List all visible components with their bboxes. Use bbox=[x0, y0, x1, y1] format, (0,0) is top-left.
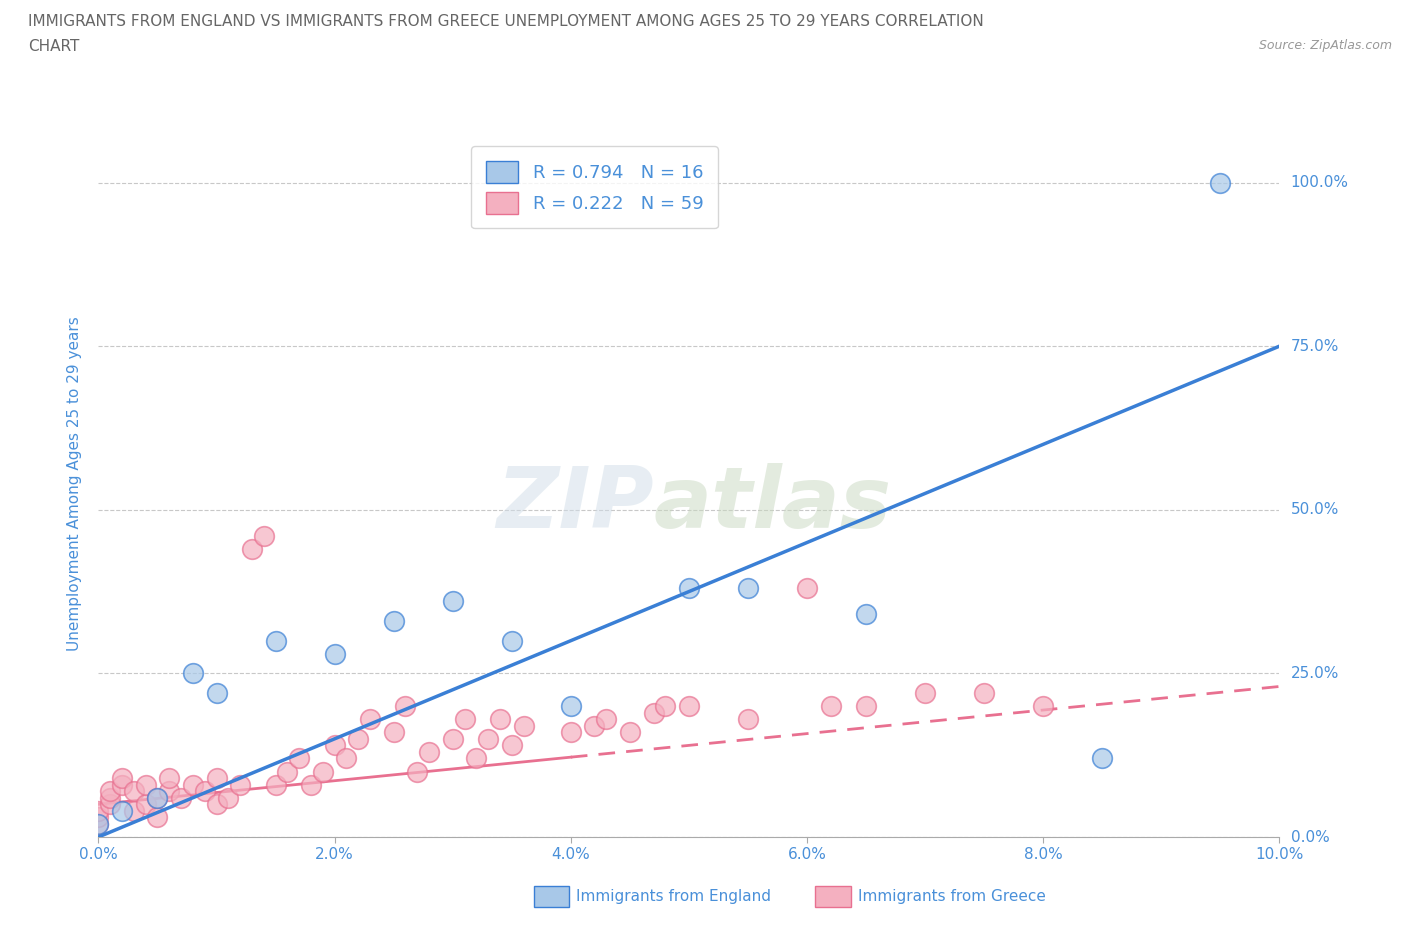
Legend: R = 0.794   N = 16, R = 0.222   N = 59: R = 0.794 N = 16, R = 0.222 N = 59 bbox=[471, 146, 717, 228]
Point bbox=[855, 698, 877, 713]
Point bbox=[855, 607, 877, 622]
Point bbox=[619, 724, 641, 739]
Point bbox=[157, 771, 180, 786]
Point bbox=[583, 718, 606, 733]
Text: ZIP: ZIP bbox=[496, 463, 654, 546]
Point bbox=[98, 797, 121, 812]
Point bbox=[359, 711, 381, 726]
Point bbox=[560, 698, 582, 713]
Point bbox=[1091, 751, 1114, 766]
Text: Immigrants from Greece: Immigrants from Greece bbox=[858, 889, 1046, 904]
Text: atlas: atlas bbox=[654, 463, 891, 546]
Point bbox=[678, 698, 700, 713]
Point bbox=[264, 633, 287, 648]
Point bbox=[654, 698, 676, 713]
Point bbox=[205, 771, 228, 786]
Point bbox=[146, 810, 169, 825]
Point bbox=[477, 731, 499, 746]
Point bbox=[678, 581, 700, 596]
Point bbox=[382, 724, 405, 739]
Point bbox=[87, 804, 110, 818]
Point bbox=[240, 541, 263, 556]
Point bbox=[181, 777, 204, 792]
Point bbox=[323, 737, 346, 752]
Text: IMMIGRANTS FROM ENGLAND VS IMMIGRANTS FROM GREECE UNEMPLOYMENT AMONG AGES 25 TO : IMMIGRANTS FROM ENGLAND VS IMMIGRANTS FR… bbox=[28, 14, 984, 29]
Point bbox=[323, 646, 346, 661]
Text: 25.0%: 25.0% bbox=[1291, 666, 1339, 681]
Point bbox=[335, 751, 357, 766]
Point bbox=[288, 751, 311, 766]
Text: Immigrants from England: Immigrants from England bbox=[576, 889, 772, 904]
Point bbox=[737, 581, 759, 596]
Point bbox=[299, 777, 322, 792]
Point bbox=[181, 666, 204, 681]
Point bbox=[157, 784, 180, 799]
Point bbox=[441, 594, 464, 609]
Point bbox=[122, 784, 145, 799]
Point bbox=[264, 777, 287, 792]
Point bbox=[1209, 175, 1232, 190]
Text: 50.0%: 50.0% bbox=[1291, 502, 1339, 517]
Point bbox=[441, 731, 464, 746]
Point bbox=[146, 790, 169, 805]
Point bbox=[489, 711, 512, 726]
Point bbox=[973, 685, 995, 700]
Point bbox=[205, 685, 228, 700]
Text: 0.0%: 0.0% bbox=[1291, 830, 1329, 844]
Point bbox=[111, 777, 134, 792]
Point bbox=[87, 817, 110, 831]
Point bbox=[312, 764, 335, 779]
Point bbox=[796, 581, 818, 596]
Point bbox=[465, 751, 488, 766]
Point bbox=[382, 614, 405, 629]
Text: 100.0%: 100.0% bbox=[1291, 175, 1348, 190]
Text: Source: ZipAtlas.com: Source: ZipAtlas.com bbox=[1258, 39, 1392, 52]
Point bbox=[453, 711, 475, 726]
Point bbox=[253, 528, 276, 543]
Y-axis label: Unemployment Among Ages 25 to 29 years: Unemployment Among Ages 25 to 29 years bbox=[67, 316, 83, 651]
Point bbox=[560, 724, 582, 739]
Point bbox=[595, 711, 617, 726]
Point bbox=[501, 633, 523, 648]
Point bbox=[87, 810, 110, 825]
Point bbox=[205, 797, 228, 812]
Point bbox=[217, 790, 239, 805]
Point bbox=[122, 804, 145, 818]
Point bbox=[418, 745, 440, 760]
Point bbox=[194, 784, 217, 799]
Point bbox=[146, 790, 169, 805]
Text: 75.0%: 75.0% bbox=[1291, 339, 1339, 353]
Point bbox=[229, 777, 252, 792]
Point bbox=[98, 790, 121, 805]
Point bbox=[512, 718, 534, 733]
Point bbox=[87, 817, 110, 831]
Point bbox=[111, 804, 134, 818]
Point bbox=[501, 737, 523, 752]
Text: CHART: CHART bbox=[28, 39, 80, 54]
Point bbox=[394, 698, 416, 713]
Point bbox=[1032, 698, 1054, 713]
Point bbox=[406, 764, 429, 779]
Point bbox=[820, 698, 842, 713]
Point bbox=[914, 685, 936, 700]
Point bbox=[135, 777, 157, 792]
Point bbox=[135, 797, 157, 812]
Point bbox=[276, 764, 298, 779]
Point bbox=[111, 771, 134, 786]
Point bbox=[643, 705, 665, 720]
Point bbox=[98, 784, 121, 799]
Point bbox=[347, 731, 370, 746]
Point bbox=[170, 790, 193, 805]
Point bbox=[737, 711, 759, 726]
